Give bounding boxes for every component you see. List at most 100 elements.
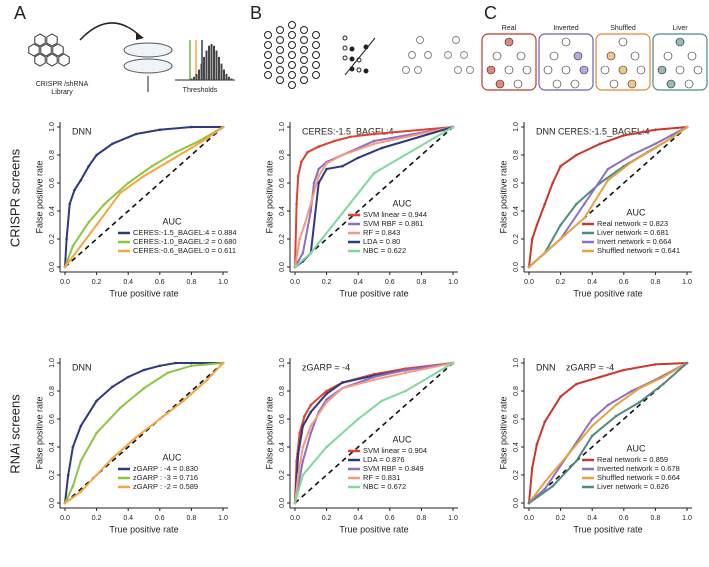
roc-point: [95, 473, 98, 477]
x-tick-label: 0.2: [556, 279, 566, 286]
roc-point: [111, 456, 114, 460]
network-node: [675, 37, 685, 47]
legend-label: Real network = 0.859: [597, 455, 668, 464]
roc-point: [126, 181, 130, 185]
x-tick-label: 1.0: [448, 515, 458, 522]
roc-point: [349, 135, 352, 139]
y-tick-label: 0.6: [513, 178, 520, 188]
roc-point: [590, 434, 594, 438]
roc-point: [79, 244, 83, 248]
legend-title: AUC: [626, 443, 646, 453]
roc-point: [356, 156, 360, 160]
network-node: [618, 37, 628, 47]
roc-point: [182, 399, 185, 403]
network-node: [684, 79, 694, 89]
neuron: [264, 71, 272, 79]
x-tick-label: 0.0: [290, 515, 300, 522]
roc-point: [685, 361, 689, 365]
x-axis-label: True positive rate: [573, 288, 642, 298]
roc-point: [325, 162, 328, 165]
legend-title: AUC: [392, 198, 412, 208]
roc-point: [190, 361, 193, 365]
reference-diagonal: [64, 362, 224, 504]
roc-point: [306, 150, 309, 154]
network-node: [609, 79, 619, 89]
legend-label: Real network = 0.823: [597, 219, 668, 228]
roc-point: [451, 361, 455, 365]
roc-point: [142, 174, 146, 178]
legend-label: SVM RBF = 0.849: [363, 464, 424, 473]
roc-point: [380, 146, 384, 150]
legend-label: LDA = 0.876: [363, 455, 405, 464]
roc-point: [309, 202, 313, 206]
network-node: [486, 65, 496, 75]
roc-point: [551, 181, 554, 185]
neuron: [288, 41, 296, 49]
roc-point: [71, 484, 75, 488]
roc-point: [68, 202, 72, 206]
network-node: [492, 51, 502, 61]
neuron: [300, 66, 308, 74]
network-node: [570, 79, 580, 89]
roc-point: [309, 431, 313, 435]
roc-point: [325, 400, 328, 404]
roc-point: [73, 188, 76, 192]
y-axis-label: False positive rate: [498, 160, 508, 233]
roc-point: [559, 237, 562, 241]
roc-point: [527, 501, 531, 505]
histogram-bar: [210, 44, 213, 80]
roc-point: [638, 400, 641, 404]
neuron: [288, 61, 296, 69]
roc-point: [205, 136, 209, 140]
x-tick-label: 1.0: [218, 279, 228, 286]
x-tick-label: 0.8: [187, 279, 197, 286]
roc-point: [309, 251, 313, 255]
y-tick-label: 0.2: [49, 470, 56, 480]
network-box: [481, 33, 537, 91]
legend-label: zGARP : -3 = 0.716: [133, 473, 198, 482]
chart-title: DNN: [72, 126, 92, 136]
point: [349, 56, 355, 62]
roc-point: [551, 484, 554, 488]
neuron: [264, 41, 272, 49]
roc-point: [205, 378, 209, 382]
network-node: [636, 65, 646, 75]
roc-point: [158, 417, 162, 421]
x-tick-label: 1.0: [682, 515, 692, 522]
histogram-bar: [223, 69, 225, 80]
roc-point: [630, 160, 633, 164]
x-tick-label: 0.8: [417, 279, 427, 286]
roc-point: [134, 132, 138, 136]
roc-point: [158, 364, 162, 368]
roc-point: [119, 406, 122, 410]
histogram-bar: [230, 78, 233, 80]
y-tick-label: 0.4: [513, 442, 520, 452]
tree-node: [460, 51, 468, 59]
neuron: [264, 61, 272, 69]
roc-point: [221, 125, 225, 129]
tree-node: [408, 51, 416, 59]
roc-point: [301, 424, 305, 428]
x-tick-label: 0.0: [290, 279, 300, 286]
roc-point: [654, 363, 657, 366]
roc-point: [543, 202, 547, 206]
y-axis-label: False positive rate: [264, 396, 274, 469]
y-tick-label: 0.2: [279, 470, 286, 480]
roc-point: [301, 445, 305, 449]
panel-label: A: [14, 3, 26, 23]
roc-point: [295, 202, 298, 206]
legend-label: CERES:-1.0_BAGEL:2 = 0.680: [133, 237, 237, 246]
neuron: [312, 61, 320, 69]
tree-node: [454, 66, 462, 74]
y-axis-label: False positive rate: [34, 160, 44, 233]
roc-point: [606, 178, 610, 182]
roc-point: [567, 452, 570, 456]
legend-label: Inverted network = 0.678: [597, 464, 680, 473]
roc-point: [325, 445, 328, 449]
network-node: [516, 51, 526, 61]
x-axis-label: True positive rate: [109, 288, 178, 298]
y-tick-label: 0.6: [513, 414, 520, 424]
illustration-label: Thresholds: [183, 87, 218, 94]
network-node: [693, 65, 703, 75]
roc-point: [190, 125, 193, 129]
